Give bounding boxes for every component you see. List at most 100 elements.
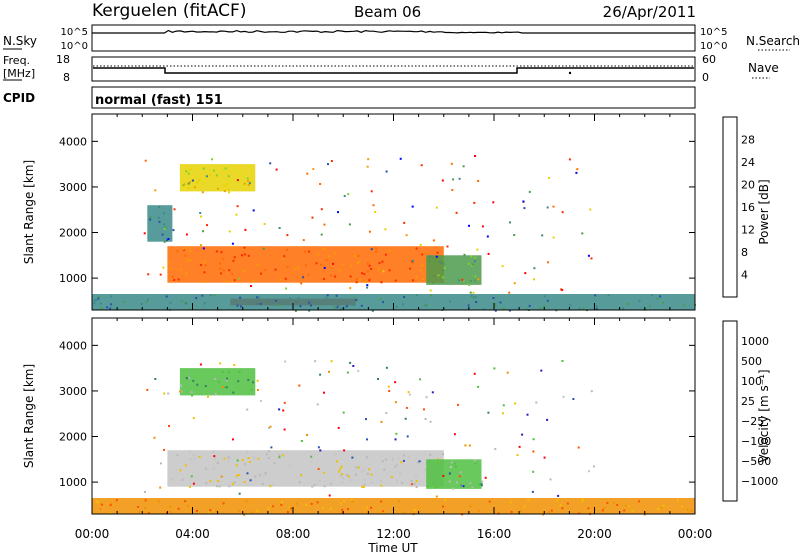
heatmap-speck bbox=[462, 279, 465, 282]
heatmap-scatter bbox=[406, 435, 409, 438]
heatmap-scatter bbox=[471, 263, 474, 266]
heatmap-scatter bbox=[153, 436, 156, 439]
heatmap-scatter bbox=[441, 179, 444, 182]
heatmap-scatter bbox=[502, 404, 505, 407]
heatmap-speck bbox=[183, 249, 185, 251]
heatmap-speck bbox=[227, 459, 230, 462]
heatmap-speck bbox=[660, 506, 663, 509]
heatmap-scatter bbox=[561, 360, 564, 362]
heatmap-scatter bbox=[481, 225, 484, 228]
heatmap-speck bbox=[334, 453, 337, 456]
heatmap-scatter bbox=[319, 183, 322, 185]
heatmap-speck bbox=[347, 475, 350, 478]
heatmap-speck bbox=[368, 264, 371, 267]
heatmap-speck bbox=[212, 169, 215, 172]
heatmap-speck bbox=[357, 466, 360, 469]
heatmap-speck bbox=[662, 504, 665, 507]
heatmap-speck bbox=[228, 269, 231, 272]
heatmap-scatter bbox=[405, 234, 408, 237]
heatmap-scatter bbox=[236, 205, 239, 208]
heatmap-scatter bbox=[366, 165, 369, 168]
heatmap-speck bbox=[189, 250, 192, 253]
heatmap-speck bbox=[341, 263, 344, 266]
heatmap-speck bbox=[375, 250, 377, 253]
heatmap-speck bbox=[460, 484, 463, 487]
heatmap-speck bbox=[421, 264, 424, 267]
colorbar-tick-label: 25 bbox=[741, 395, 755, 408]
heatmap-speck bbox=[442, 262, 445, 265]
heatmap-speck bbox=[313, 484, 316, 486]
heatmap-speck bbox=[304, 264, 307, 267]
heatmap-speck bbox=[366, 270, 369, 273]
heatmap-scatter bbox=[278, 456, 281, 459]
heatmap-speck bbox=[559, 504, 562, 507]
heatmap-speck bbox=[286, 248, 288, 251]
heatmap-scatter bbox=[337, 426, 340, 429]
heatmap-speck bbox=[430, 294, 432, 297]
heatmap-speck bbox=[305, 503, 308, 506]
heatmap-speck bbox=[188, 376, 191, 379]
heatmap-scatter bbox=[524, 272, 527, 275]
heatmap-speck bbox=[437, 274, 440, 277]
heatmap-speck bbox=[181, 478, 184, 481]
heatmap-scatter bbox=[429, 289, 432, 292]
heatmap-speck bbox=[482, 308, 485, 311]
heatmap-scatter bbox=[213, 455, 216, 458]
heatmap-scatter bbox=[278, 408, 281, 411]
heatmap-speck bbox=[216, 485, 218, 488]
heatmap-scatter bbox=[516, 454, 519, 457]
heatmap-scatter bbox=[508, 291, 511, 294]
heatmap-speck bbox=[343, 499, 345, 502]
heatmap-speck bbox=[166, 239, 168, 242]
cpid-label: CPID bbox=[3, 91, 35, 105]
heatmap-speck bbox=[474, 275, 477, 278]
heatmap-scatter bbox=[552, 205, 555, 208]
time-tick-label: 04:00 bbox=[175, 527, 210, 541]
heatmap-speck bbox=[177, 507, 180, 510]
heatmap-scatter bbox=[581, 232, 584, 235]
heatmap-speck bbox=[391, 458, 394, 461]
heatmap-speck bbox=[158, 206, 161, 208]
heatmap-scatter bbox=[590, 257, 593, 260]
heatmap-speck bbox=[339, 307, 342, 310]
y-tick-label: 4000 bbox=[59, 339, 87, 352]
heatmap-speck bbox=[309, 304, 312, 307]
heatmap-speck bbox=[470, 279, 473, 282]
y-tick-label: 3000 bbox=[59, 181, 87, 194]
power-colorbar-label: Power [dB] bbox=[757, 179, 771, 244]
heatmap-scatter bbox=[560, 288, 563, 291]
heatmap-speck bbox=[317, 253, 320, 256]
heatmap-speck bbox=[656, 297, 659, 300]
heatmap-speck bbox=[346, 473, 349, 476]
heatmap-scatter bbox=[269, 425, 272, 428]
colorbar-tick-label: 1000 bbox=[741, 335, 769, 348]
heatmap-speck bbox=[283, 255, 286, 258]
heatmap-scatter bbox=[252, 209, 255, 212]
heatmap-speck bbox=[357, 262, 360, 264]
heatmap-speck bbox=[180, 390, 183, 393]
heatmap-scatter bbox=[473, 201, 476, 204]
heatmap-speck bbox=[203, 260, 206, 263]
heatmap-speck bbox=[217, 187, 219, 190]
heatmap-scatter bbox=[514, 402, 517, 405]
heatmap-speck bbox=[473, 260, 476, 263]
heatmap-speck bbox=[550, 509, 553, 512]
heatmap-scatter bbox=[270, 446, 273, 449]
colorbar-tick-label: 16 bbox=[741, 201, 755, 214]
heatmap-scatter bbox=[562, 395, 565, 398]
colorbar-tick-label: 500 bbox=[741, 355, 762, 368]
heatmap-speck bbox=[494, 302, 497, 305]
heatmap-speck bbox=[232, 259, 235, 262]
heatmap-speck bbox=[451, 461, 453, 464]
heatmap-speck bbox=[378, 262, 381, 265]
heatmap-scatter bbox=[468, 224, 470, 227]
heatmap-speck bbox=[183, 183, 186, 186]
heatmap-scatter bbox=[366, 286, 369, 289]
heatmap-scatter bbox=[435, 495, 438, 498]
heatmap-speck bbox=[295, 502, 298, 505]
heatmap-speck bbox=[95, 298, 98, 301]
heatmap-speck bbox=[449, 300, 451, 303]
heatmap-speck bbox=[203, 302, 206, 305]
colorbar-tick-label: −25 bbox=[741, 415, 764, 428]
heatmap-scatter bbox=[408, 393, 411, 396]
